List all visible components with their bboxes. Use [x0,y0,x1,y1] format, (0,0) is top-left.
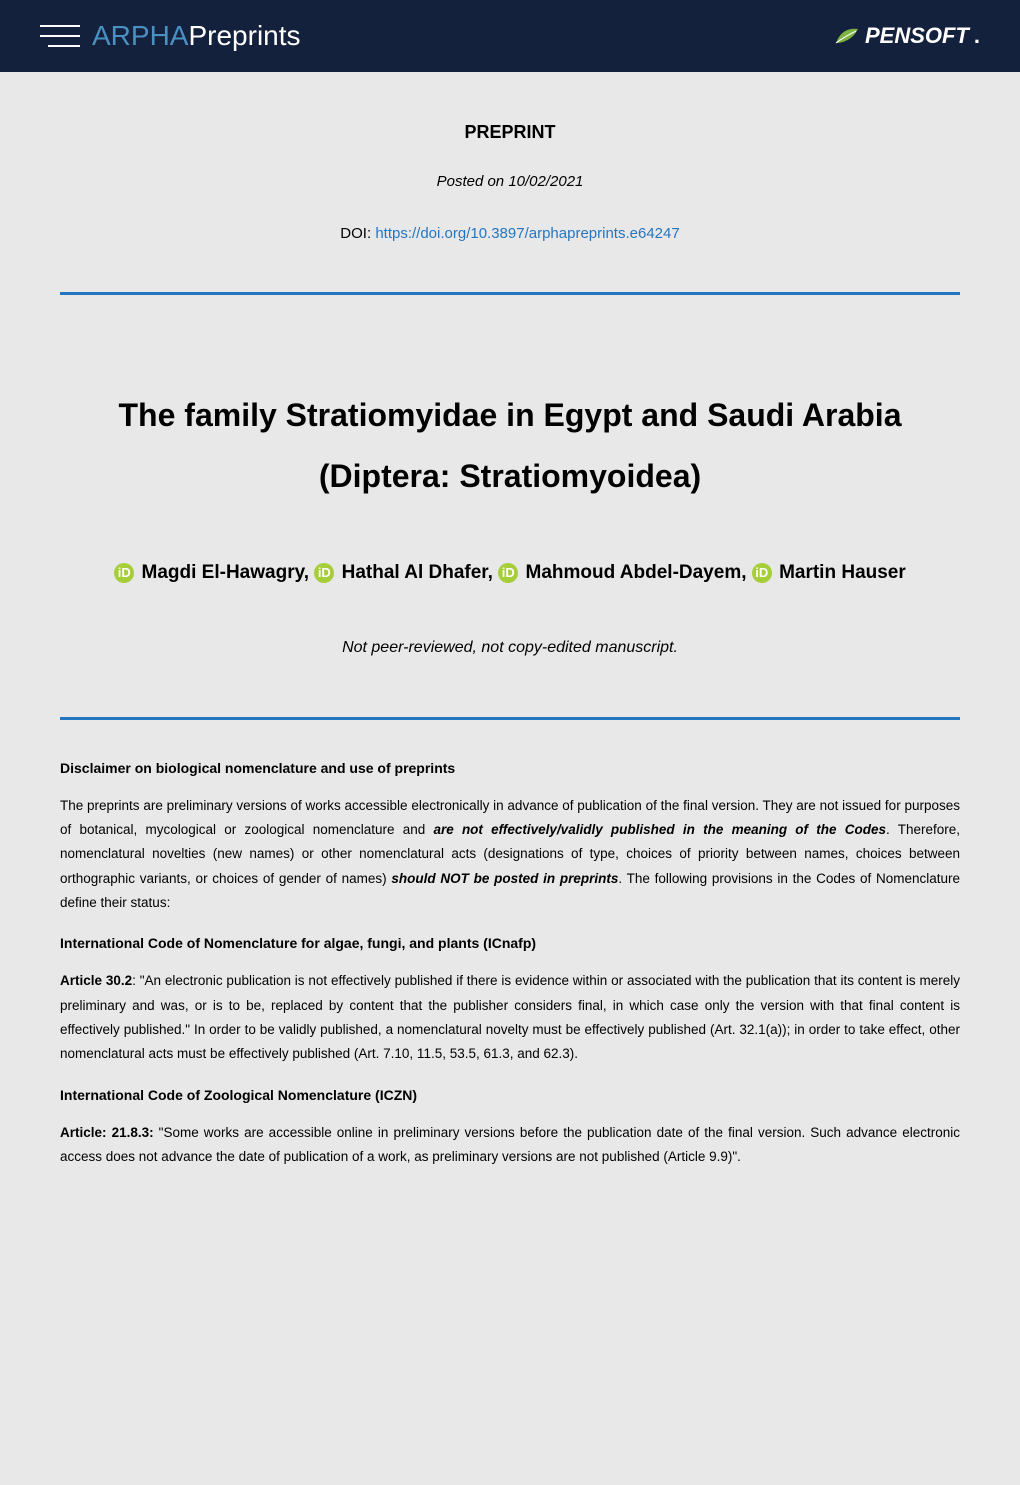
author-1: Magdi El-Hawagry, [142,562,310,583]
iczn-article: Article: 21.8.3: "Some works are accessi… [60,1121,960,1170]
disclaimer-strong-1: are not effectively/validly published in… [433,822,886,837]
disclaimer-paragraph: The preprints are preliminary versions o… [60,794,960,915]
leaf-icon [834,25,860,47]
posted-date: Posted on 10/02/2021 [60,173,960,190]
logo-preprints: Preprints [188,20,300,51]
arpha-logo: ARPHAPreprints [40,20,301,52]
doi-line: DOI: https://doi.org/10.3897/arphaprepri… [60,225,960,242]
status-note: Not peer-reviewed, not copy-edited manus… [60,639,960,657]
content: PREPRINT Posted on 10/02/2021 DOI: https… [0,72,1020,1229]
doi-prefix: DOI: [340,225,375,242]
author-3: Mahmoud Abdel-Dayem, [526,562,747,583]
author-2: Hathal Al Dhafer, [342,562,493,583]
logo-text: ARPHAPreprints [92,20,301,52]
doi-link[interactable]: https://doi.org/10.3897/arphapreprints.e… [375,225,679,242]
orcid-icon[interactable]: iD [752,563,772,583]
paper-title: The family Stratiomyidae in Egypt and Sa… [60,385,960,507]
posted-date-value: 10/02/2021 [508,173,583,190]
icnafp-article: Article 30.2: "An electronic publication… [60,969,960,1066]
lines-icon [40,23,80,49]
disclaimer-heading: Disclaimer on biological nomenclature an… [60,760,960,776]
logo-arpha: ARPHA [92,20,188,51]
header-bar: ARPHAPreprints PENSOFT. [0,0,1020,72]
iczn-article-num: Article: 21.8.3: [60,1125,154,1140]
divider [60,717,960,720]
divider [60,292,960,295]
preprint-label: PREPRINT [60,122,960,143]
icnafp-heading: International Code of Nomenclature for a… [60,935,960,951]
posted-prefix: Posted on [437,173,509,190]
iczn-heading: International Code of Zoological Nomencl… [60,1087,960,1103]
authors: iD Magdi El-Hawagry, iD Hathal Al Dhafer… [60,557,960,589]
orcid-icon[interactable]: iD [114,563,134,583]
author-4: Martin Hauser [779,562,906,583]
icnafp-article-text: : "An electronic publication is not effe… [60,973,960,1061]
icnafp-article-num: Article 30.2 [60,973,132,988]
orcid-icon[interactable]: iD [498,563,518,583]
orcid-icon[interactable]: iD [314,563,334,583]
pensoft-text: PENSOFT [865,23,969,49]
pensoft-logo: PENSOFT. [834,23,980,49]
iczn-article-text: "Some works are accessible online in pre… [60,1125,960,1164]
disclaimer-strong-2: should NOT be posted in preprints [391,871,618,886]
pensoft-dot: . [974,23,980,49]
